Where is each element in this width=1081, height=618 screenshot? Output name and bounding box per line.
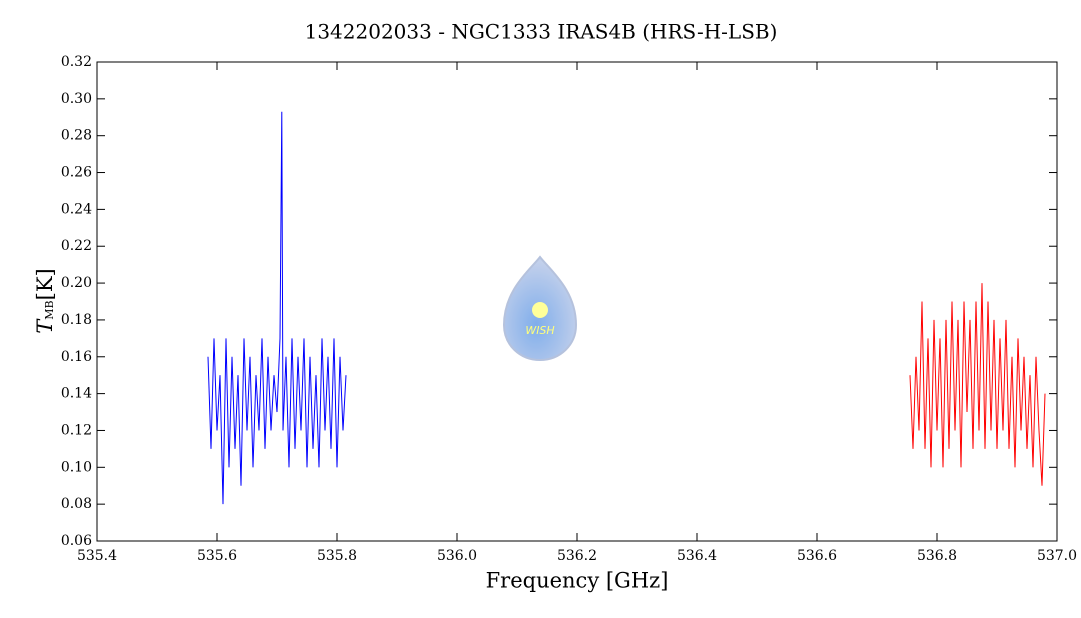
spectrum <box>909 283 1046 486</box>
logo-text: WISH <box>525 324 554 337</box>
logo: WISH <box>502 255 578 362</box>
y-tick-label: 0.22 <box>61 238 92 254</box>
y-tick-label: 0.16 <box>61 349 92 365</box>
y-tick-label: 0.30 <box>61 91 92 107</box>
y-tick-label: 0.20 <box>61 275 92 291</box>
logo-star <box>532 302 548 318</box>
y-tick-label: 0.12 <box>61 422 92 438</box>
y-tick-label: 0.10 <box>61 459 92 475</box>
y-tick-label: 0.26 <box>61 165 92 181</box>
y-tick-label: 0.08 <box>61 496 92 512</box>
y-label-symbol: T <box>33 318 57 334</box>
chart-title: 1342202033 - NGC1333 IRAS4B (HRS-H-LSB) <box>305 20 778 44</box>
x-tick-label: 536.4 <box>677 548 717 564</box>
y-tick-label: 0.18 <box>61 312 92 328</box>
y-tick-label: 0.06 <box>61 533 92 549</box>
x-tick-label: 535.8 <box>317 548 357 564</box>
y-label-subscript: MB <box>43 300 56 319</box>
x-tick-label: 535.4 <box>77 548 117 564</box>
x-tick-label: 537.0 <box>1037 548 1077 564</box>
x-tick-label: 535.6 <box>197 548 237 564</box>
x-tick-label: 536.6 <box>797 548 837 564</box>
x-axis-label: Frequency [GHz] <box>486 569 669 593</box>
x-tick-label: 536.2 <box>557 548 597 564</box>
y-tick-label: 0.32 <box>61 54 92 70</box>
y-tick-label: 0.14 <box>61 386 92 402</box>
x-tick-label: 536.0 <box>437 548 477 564</box>
y-tick-label: 0.24 <box>61 201 92 217</box>
x-tick-label: 536.8 <box>917 548 957 564</box>
y-tick-label: 0.28 <box>61 128 92 144</box>
spectrum <box>207 111 347 505</box>
y-label-unit: [K] <box>33 268 57 300</box>
y-axis-label: TMB[K] <box>33 268 57 333</box>
